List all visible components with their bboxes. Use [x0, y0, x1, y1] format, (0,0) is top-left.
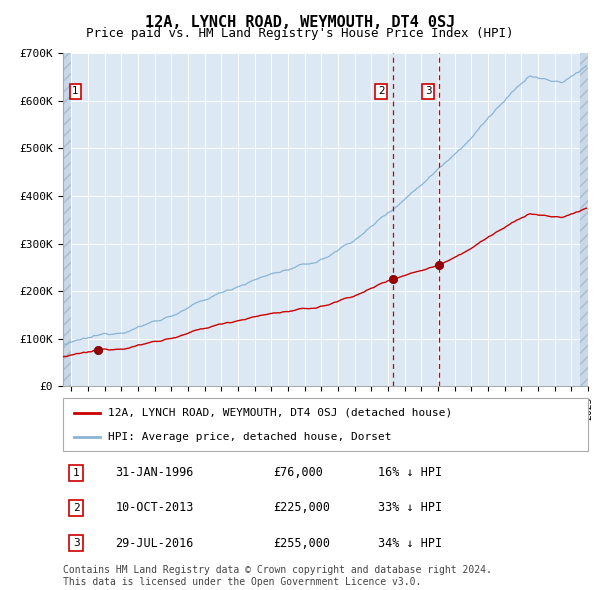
- Text: 12A, LYNCH ROAD, WEYMOUTH, DT4 0SJ: 12A, LYNCH ROAD, WEYMOUTH, DT4 0SJ: [145, 15, 455, 30]
- Text: 2: 2: [378, 86, 385, 96]
- Text: 29-JUL-2016: 29-JUL-2016: [115, 536, 194, 550]
- Text: 12A, LYNCH ROAD, WEYMOUTH, DT4 0SJ (detached house): 12A, LYNCH ROAD, WEYMOUTH, DT4 0SJ (deta…: [107, 408, 452, 418]
- Text: 16% ↓ HPI: 16% ↓ HPI: [378, 466, 442, 480]
- Text: Contains HM Land Registry data © Crown copyright and database right 2024.
This d: Contains HM Land Registry data © Crown c…: [63, 565, 492, 587]
- Text: £225,000: £225,000: [273, 502, 330, 514]
- Bar: [63, 53, 71, 386]
- Text: 1: 1: [73, 468, 79, 478]
- Text: HPI: Average price, detached house, Dorset: HPI: Average price, detached house, Dors…: [107, 432, 391, 442]
- Text: 33% ↓ HPI: 33% ↓ HPI: [378, 502, 442, 514]
- Text: £255,000: £255,000: [273, 536, 330, 550]
- Text: 2: 2: [73, 503, 79, 513]
- Text: Price paid vs. HM Land Registry's House Price Index (HPI): Price paid vs. HM Land Registry's House …: [86, 27, 514, 40]
- Text: 34% ↓ HPI: 34% ↓ HPI: [378, 536, 442, 550]
- Text: 31-JAN-1996: 31-JAN-1996: [115, 466, 194, 480]
- Text: £76,000: £76,000: [273, 466, 323, 480]
- Text: 3: 3: [73, 538, 79, 548]
- Bar: [580, 53, 588, 386]
- Text: 10-OCT-2013: 10-OCT-2013: [115, 502, 194, 514]
- Text: 3: 3: [425, 86, 431, 96]
- FancyBboxPatch shape: [63, 398, 588, 451]
- Text: 1: 1: [72, 86, 79, 96]
